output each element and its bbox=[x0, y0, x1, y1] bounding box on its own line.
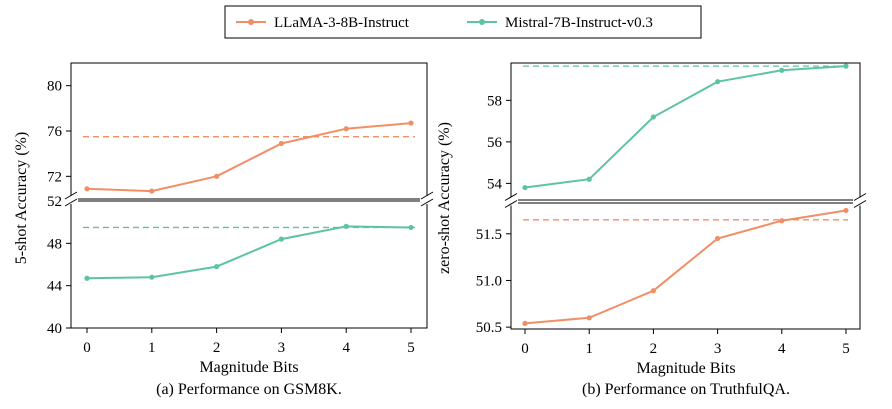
axis-break-gap bbox=[504, 197, 518, 206]
data-point-llama-3-8b-instruct bbox=[149, 188, 155, 194]
x-tick-label: 5 bbox=[407, 340, 415, 356]
legend-label-mistral: Mistral-7B-Instruct-v0.3 bbox=[505, 15, 653, 31]
legend-marker-llama bbox=[248, 19, 254, 25]
data-point-llama-3-8b-instruct bbox=[650, 288, 657, 294]
caption-truthfulqa: (b) Performance on TruthfulQA. bbox=[582, 381, 790, 398]
chart-marks-gsm8k: 0 1 2 3 4 5 72 76 80 40 44 48 52 bbox=[47, 79, 434, 356]
y-axis-label-gsm8k: 5-shot Accuracy (%) bbox=[13, 132, 30, 264]
axis-break-mark bbox=[64, 191, 78, 200]
axis-break-mark bbox=[853, 193, 867, 201]
data-point-mistral-7b-instruct-v0-3 bbox=[715, 79, 721, 85]
legend: LLaMA-3-8B-Instruct Mistral-7B-Instruct-… bbox=[224, 5, 702, 39]
x-tick-label: 1 bbox=[585, 341, 593, 357]
y-tick-label: 58 bbox=[487, 93, 502, 109]
data-point-llama-3-8b-instruct bbox=[779, 218, 785, 224]
x-tick-label: 2 bbox=[650, 341, 658, 357]
y-tick-label: 52 bbox=[47, 194, 62, 210]
series-line-mistral-7b-instruct-v0-3 bbox=[86, 225, 412, 280]
x-tick-label: 3 bbox=[714, 341, 722, 357]
data-point-mistral-7b-instruct-v0-3 bbox=[214, 264, 220, 270]
data-point-llama-3-8b-instruct bbox=[522, 320, 528, 326]
axis-break-mark bbox=[64, 198, 78, 207]
data-point-llama-3-8b-instruct bbox=[84, 186, 90, 192]
x-tick-label: 5 bbox=[842, 341, 850, 357]
data-point-llama-3-8b-instruct bbox=[278, 140, 284, 147]
axis-break-mark bbox=[420, 191, 434, 200]
x-tick-label: 1 bbox=[148, 340, 156, 356]
axis-break-mark bbox=[504, 200, 518, 208]
x-axis-label-gsm8k: Magnitude Bits bbox=[199, 359, 298, 376]
y-tick-label: 51.0 bbox=[476, 273, 502, 289]
y-axis-label-truthfulqa: zero-shot Accuracy (%) bbox=[436, 122, 453, 274]
data-point-llama-3-8b-instruct bbox=[343, 126, 349, 132]
data-point-mistral-7b-instruct-v0-3 bbox=[650, 114, 657, 120]
y-tick-label: 56 bbox=[487, 135, 503, 151]
lower-panel-frame-truthfulqa bbox=[510, 202, 861, 330]
data-point-llama-3-8b-instruct bbox=[408, 120, 414, 126]
axis-break-mark bbox=[853, 200, 867, 208]
y-tick-label: 44 bbox=[47, 279, 63, 295]
legend-label-llama: LLaMA-3-8B-Instruct bbox=[274, 15, 410, 31]
data-point-mistral-7b-instruct-v0-3 bbox=[586, 176, 592, 182]
legend-entry-llama: LLaMA-3-8B-Instruct bbox=[236, 15, 410, 31]
upper-panel-frame-gsm8k bbox=[70, 62, 428, 200]
chart-marks-truthfulqa: 0 1 2 3 4 5 54 56 58 50.5 51.0 51.5 bbox=[476, 63, 867, 357]
caption-gsm8k: (a) Performance on GSM8K. bbox=[156, 381, 342, 398]
y-tick-label: 48 bbox=[47, 236, 62, 252]
data-point-mistral-7b-instruct-v0-3 bbox=[149, 274, 155, 280]
x-tick-label: 3 bbox=[278, 340, 286, 356]
y-tick-label: 76 bbox=[47, 124, 63, 140]
data-point-mistral-7b-instruct-v0-3 bbox=[84, 275, 90, 281]
data-point-llama-3-8b-instruct bbox=[843, 207, 849, 214]
data-point-llama-3-8b-instruct bbox=[715, 235, 721, 242]
data-point-mistral-7b-instruct-v0-3 bbox=[343, 223, 349, 229]
legend-frame bbox=[224, 5, 702, 39]
data-point-mistral-7b-instruct-v0-3 bbox=[522, 184, 528, 191]
y-tick-label: 40 bbox=[47, 321, 62, 337]
axis-break-gap bbox=[64, 196, 78, 204]
axis-break-gap bbox=[420, 196, 434, 204]
x-tick-label: 0 bbox=[521, 341, 529, 357]
axis-break-mark bbox=[420, 198, 434, 207]
axis-break-mark bbox=[504, 193, 518, 201]
x-tick-label: 2 bbox=[213, 340, 221, 356]
lower-panel-frame-gsm8k bbox=[70, 200, 428, 329]
x-tick-label: 4 bbox=[342, 340, 350, 356]
upper-panel-frame-truthfulqa bbox=[510, 62, 861, 201]
axis-break-gap bbox=[853, 197, 867, 206]
legend-entry-mistral: Mistral-7B-Instruct-v0.3 bbox=[467, 15, 653, 31]
chart-gsm8k: 0 1 2 3 4 5 72 76 80 40 44 48 52 Magnitude Bits 5-sh… bbox=[13, 62, 434, 398]
y-tick-label: 80 bbox=[47, 79, 62, 95]
data-point-mistral-7b-instruct-v0-3 bbox=[843, 63, 849, 69]
x-tick-label: 4 bbox=[778, 341, 786, 357]
data-point-mistral-7b-instruct-v0-3 bbox=[278, 236, 284, 242]
series-line-llama-3-8b-instruct bbox=[524, 209, 847, 325]
y-tick-label: 50.5 bbox=[476, 320, 502, 336]
data-point-llama-3-8b-instruct bbox=[586, 315, 592, 321]
series-line-llama-3-8b-instruct bbox=[86, 122, 412, 193]
x-tick-label: 0 bbox=[83, 340, 91, 356]
series-line-mistral-7b-instruct-v0-3 bbox=[524, 65, 847, 189]
y-tick-label: 51.5 bbox=[476, 227, 502, 243]
y-tick-label: 54 bbox=[487, 176, 503, 192]
x-axis-label-truthfulqa: Magnitude Bits bbox=[636, 360, 735, 377]
data-point-mistral-7b-instruct-v0-3 bbox=[779, 67, 785, 73]
y-tick-label: 72 bbox=[47, 169, 62, 185]
data-point-mistral-7b-instruct-v0-3 bbox=[408, 224, 414, 231]
legend-marker-mistral bbox=[479, 19, 485, 25]
data-point-llama-3-8b-instruct bbox=[214, 173, 220, 179]
